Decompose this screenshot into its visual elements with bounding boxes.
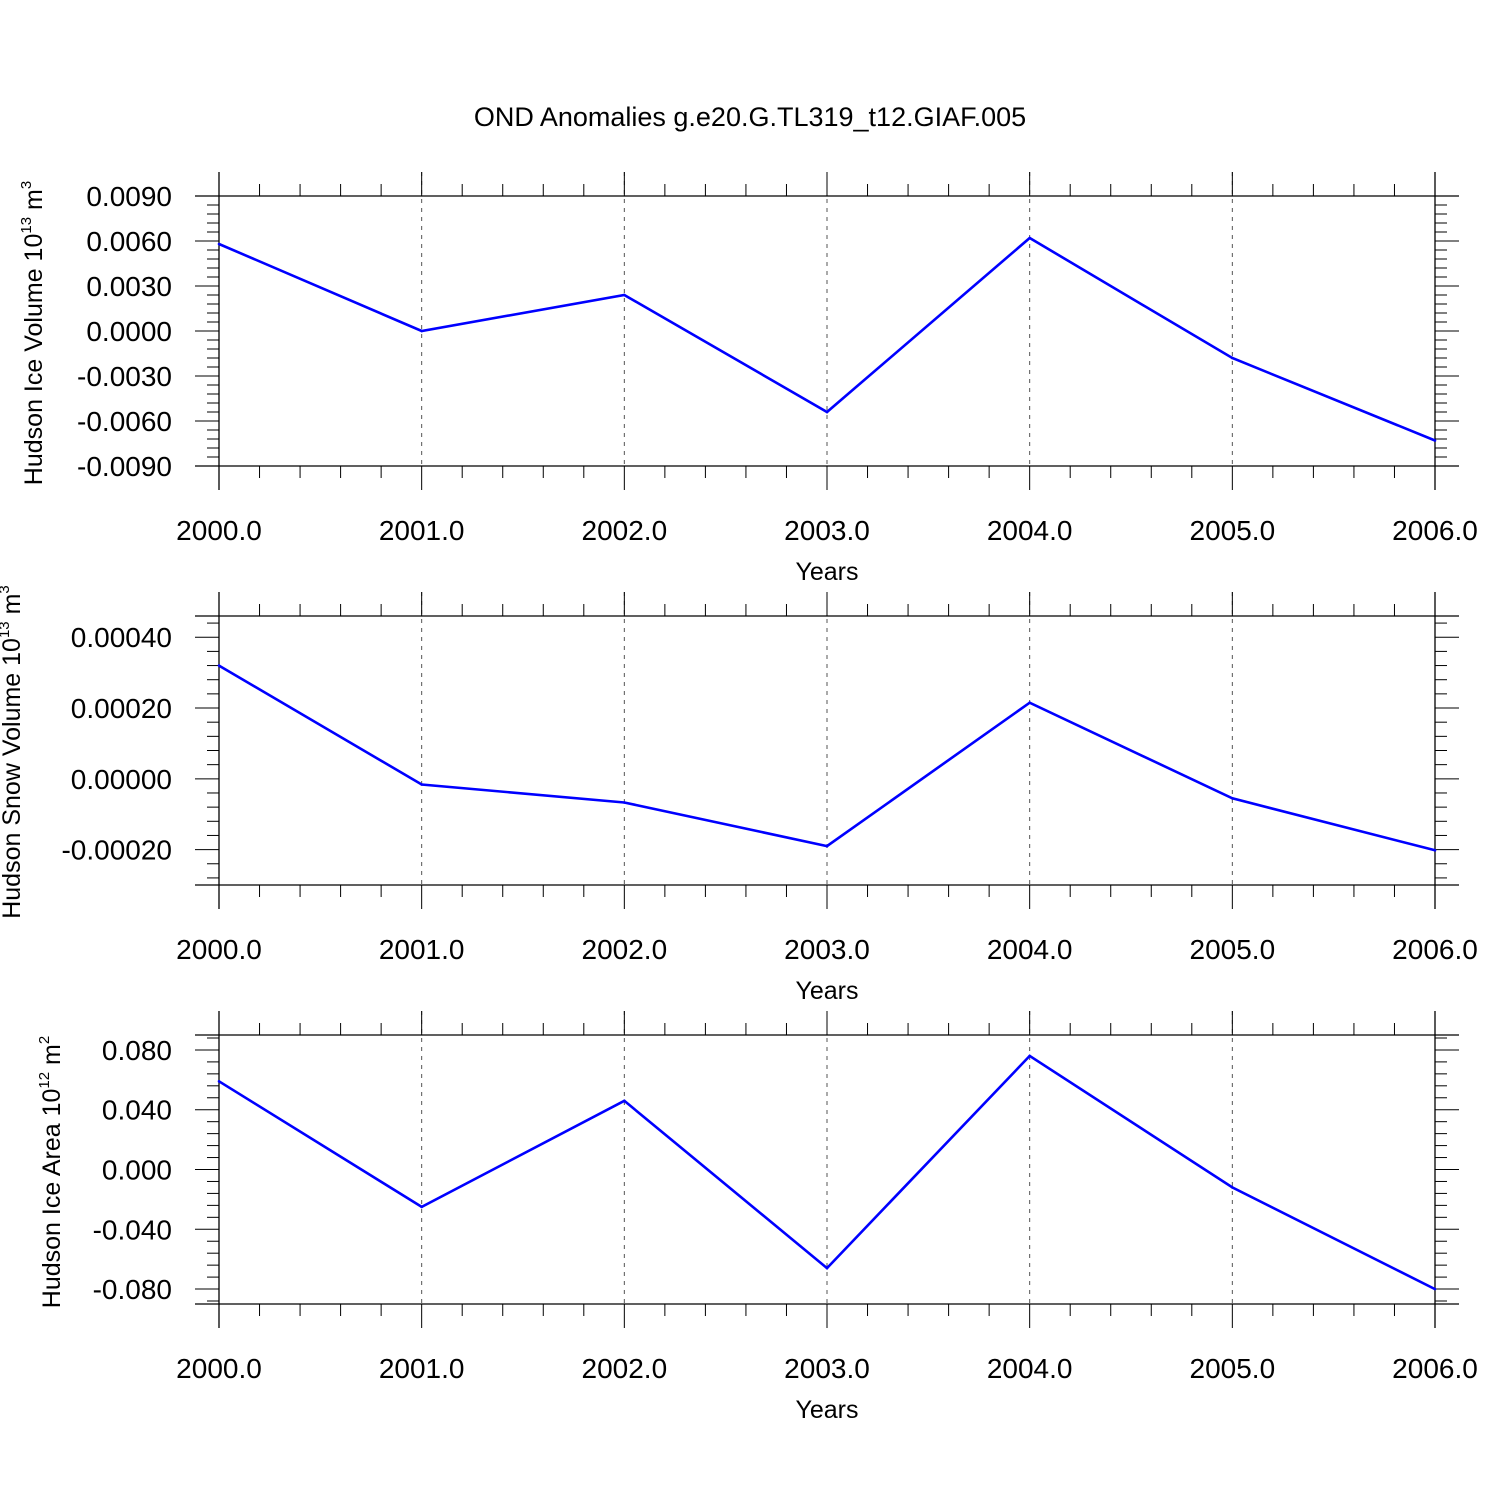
y-tick-label: 0.0090 [86, 181, 172, 212]
data-point [420, 1205, 423, 1209]
y-tick-label: -0.00020 [61, 835, 172, 866]
x-tick-label: 2006.0 [1392, 934, 1478, 965]
chart-panel-2: 0.00040 0.00020 0.00000 -0.00020 2000.0 2001.… [0, 585, 1478, 1005]
y-tick-label: 0.00020 [71, 693, 172, 724]
x-axis-label: Years [795, 1396, 858, 1424]
data-point [420, 783, 423, 786]
data-point [623, 293, 626, 297]
x-tick-label: 2000.0 [176, 934, 262, 965]
y-axis-label: Hudson Ice Area 1012 m2 [36, 1036, 66, 1308]
data-point [1028, 701, 1031, 705]
data-point [825, 844, 829, 848]
y-axis-label: Hudson Ice Volume 1013 m3 [18, 181, 48, 485]
x-tick-label: 2002.0 [582, 934, 668, 965]
chart-panel-1: 0.0090 0.0060 0.0030 0.0000 -0.0030 -0.0060 -0… [18, 172, 1478, 586]
chart-panel-3: 0.080 0.040 0.000 -0.040 -0.080 2000.0 2001.0 2… [36, 1011, 1478, 1424]
x-axis-label: Years [795, 977, 858, 1005]
y-tick-label: -0.0030 [77, 361, 172, 392]
data-point [1433, 849, 1437, 852]
data-point [825, 410, 829, 414]
data-point [1231, 1186, 1234, 1189]
y-tick-label: -0.0060 [77, 406, 172, 437]
x-tick-label: 2001.0 [379, 1353, 465, 1384]
data-point [1231, 356, 1234, 360]
chart-title: OND Anomalies g.e20.G.TL319_t12.GIAF.005 [474, 102, 1026, 132]
y-tick-label: -0.080 [93, 1274, 172, 1305]
panels: 0.0090 0.0060 0.0030 0.0000 -0.0030 -0.0060 -0… [0, 172, 1478, 1424]
data-point [1028, 1054, 1031, 1058]
series-line [218, 236, 1436, 442]
data-point [217, 664, 221, 667]
x-tick-label: 2002.0 [582, 1353, 668, 1384]
y-tick-label: 0.000 [102, 1155, 172, 1186]
y-tick-label: -0.040 [93, 1214, 172, 1245]
x-tick-label: 2003.0 [784, 1353, 870, 1384]
y-tick-label: 0.0060 [86, 226, 172, 257]
x-tick-label: 2000.0 [176, 1353, 262, 1384]
x-tick-label: 2006.0 [1392, 515, 1478, 546]
y-tick-label: 0.0000 [86, 316, 172, 347]
x-tick-label: 2004.0 [987, 934, 1073, 965]
y-tick-label: 0.080 [102, 1035, 172, 1066]
data-point [1028, 236, 1031, 240]
y-tick-label: 0.040 [102, 1095, 172, 1126]
y-tick-label: 0.0030 [86, 271, 172, 302]
y-tick-label: 0.00040 [71, 622, 172, 653]
x-tick-label: 2003.0 [784, 934, 870, 965]
data-point [217, 1080, 221, 1083]
data-point [217, 242, 221, 246]
x-axis-label: Years [795, 558, 858, 586]
x-tick-label: 2004.0 [987, 515, 1073, 546]
x-tick-label: 2006.0 [1392, 1353, 1478, 1384]
x-tick-label: 2002.0 [582, 515, 668, 546]
data-point [825, 1266, 829, 1270]
data-point [1231, 796, 1234, 800]
data-point [1433, 439, 1437, 442]
data-point [420, 329, 423, 333]
x-tick-label: 2001.0 [379, 934, 465, 965]
data-point [1433, 1287, 1437, 1291]
y-tick-label: 0.00000 [71, 764, 172, 795]
x-tick-label: 2000.0 [176, 515, 262, 546]
x-tick-label: 2005.0 [1190, 934, 1276, 965]
x-tick-label: 2005.0 [1190, 515, 1276, 546]
x-tick-label: 2005.0 [1190, 1353, 1276, 1384]
data-point [623, 1099, 626, 1103]
x-tick-label: 2001.0 [379, 515, 465, 546]
y-axis-label: Hudson Snow Volume 1013 m3 [0, 585, 26, 919]
x-tick-label: 2004.0 [987, 1353, 1073, 1384]
y-tick-label: -0.0090 [77, 451, 172, 482]
x-tick-label: 2003.0 [784, 515, 870, 546]
data-point [623, 801, 626, 804]
